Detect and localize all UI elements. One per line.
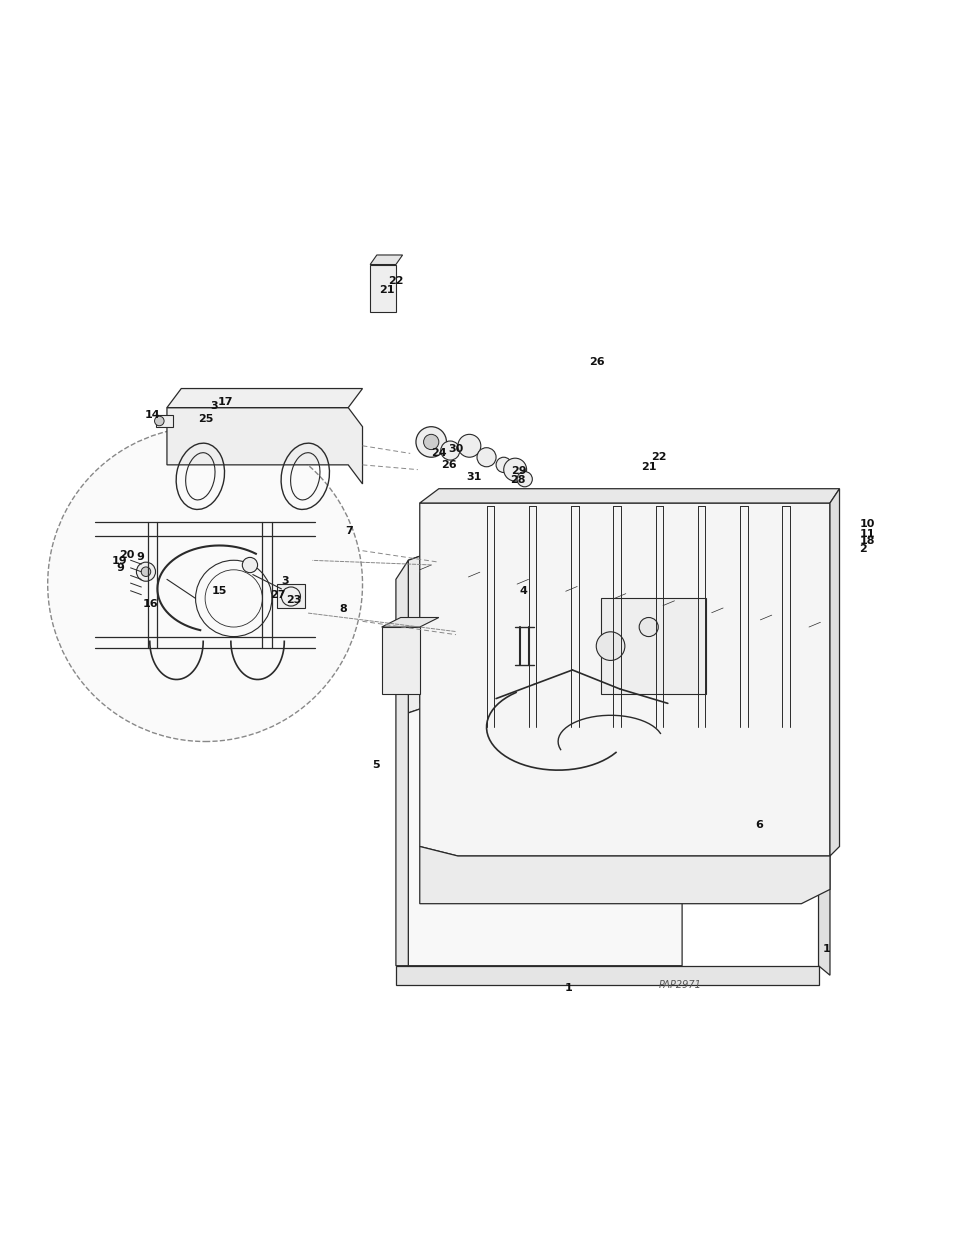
Text: 24: 24	[431, 448, 446, 458]
Polygon shape	[395, 966, 818, 984]
Circle shape	[596, 632, 624, 661]
Polygon shape	[711, 608, 722, 761]
Polygon shape	[818, 618, 829, 976]
Text: 9: 9	[136, 552, 144, 562]
Text: 29: 29	[511, 466, 526, 475]
Polygon shape	[614, 594, 625, 741]
Bar	[155, 415, 172, 427]
Polygon shape	[808, 622, 820, 779]
Polygon shape	[167, 408, 362, 484]
Circle shape	[543, 677, 562, 695]
Circle shape	[496, 457, 511, 473]
Circle shape	[791, 655, 816, 679]
Polygon shape	[408, 513, 818, 666]
Circle shape	[416, 427, 446, 457]
Circle shape	[476, 448, 496, 467]
Polygon shape	[419, 489, 839, 503]
Bar	[276, 584, 305, 608]
Text: 4: 4	[519, 585, 527, 595]
Polygon shape	[419, 566, 431, 704]
Text: 1: 1	[564, 983, 572, 993]
Polygon shape	[829, 489, 839, 856]
Circle shape	[242, 557, 257, 573]
Text: 20: 20	[119, 550, 134, 559]
Text: 27: 27	[270, 589, 285, 600]
Polygon shape	[370, 264, 395, 312]
Polygon shape	[370, 254, 402, 264]
Text: 26: 26	[589, 357, 604, 367]
Text: 1: 1	[821, 945, 829, 955]
Text: 3: 3	[210, 400, 217, 411]
Polygon shape	[408, 667, 818, 966]
Circle shape	[141, 567, 151, 577]
Circle shape	[494, 689, 517, 711]
Text: 23: 23	[286, 595, 301, 605]
Polygon shape	[395, 561, 408, 966]
Circle shape	[600, 687, 619, 705]
Circle shape	[517, 472, 532, 487]
Circle shape	[154, 416, 164, 426]
Text: 16: 16	[143, 599, 158, 609]
Circle shape	[656, 694, 679, 716]
Polygon shape	[167, 389, 362, 408]
Text: 8: 8	[339, 604, 347, 614]
Text: 2: 2	[859, 543, 866, 553]
Circle shape	[440, 441, 459, 461]
Text: 22: 22	[650, 452, 665, 462]
Text: 30: 30	[448, 443, 463, 453]
Circle shape	[281, 587, 300, 606]
Circle shape	[798, 662, 809, 673]
Polygon shape	[419, 503, 829, 856]
Text: 21: 21	[378, 285, 394, 295]
Text: 26: 26	[440, 459, 456, 469]
Polygon shape	[517, 579, 528, 722]
Text: 14: 14	[145, 410, 160, 420]
Text: 19: 19	[112, 556, 127, 566]
Circle shape	[423, 435, 438, 450]
Text: 25: 25	[198, 414, 213, 424]
Circle shape	[639, 618, 658, 636]
Circle shape	[136, 562, 155, 582]
Text: 31: 31	[466, 472, 481, 482]
Text: 10: 10	[859, 519, 874, 529]
Text: 11: 11	[859, 529, 874, 538]
Polygon shape	[381, 627, 419, 694]
Text: 7: 7	[345, 526, 353, 536]
Polygon shape	[681, 618, 818, 818]
Text: 5: 5	[372, 761, 379, 771]
Polygon shape	[662, 600, 674, 751]
Polygon shape	[468, 572, 479, 713]
Text: 21: 21	[640, 462, 656, 472]
Text: 6: 6	[755, 820, 762, 830]
Polygon shape	[419, 846, 829, 904]
Polygon shape	[600, 599, 705, 694]
Text: 17: 17	[217, 396, 233, 406]
Polygon shape	[760, 615, 771, 771]
Text: 18: 18	[859, 536, 874, 546]
Text: 28: 28	[510, 475, 525, 485]
Text: 9: 9	[116, 563, 124, 573]
Text: 15: 15	[212, 585, 227, 595]
Text: 22: 22	[388, 275, 403, 285]
Polygon shape	[381, 618, 438, 627]
Polygon shape	[565, 587, 577, 732]
Circle shape	[48, 427, 362, 741]
Circle shape	[457, 435, 480, 457]
Polygon shape	[408, 513, 543, 713]
Circle shape	[503, 458, 526, 482]
Text: PAP2971: PAP2971	[658, 979, 700, 989]
Text: 3: 3	[281, 577, 289, 587]
